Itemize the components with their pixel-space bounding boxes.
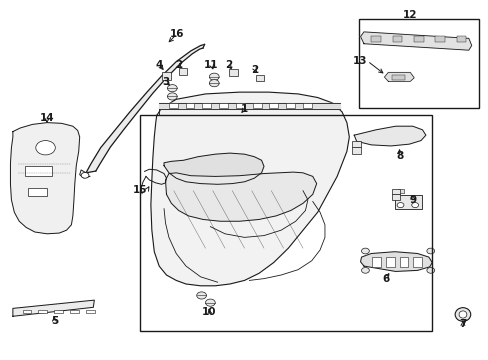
- Bar: [392, 36, 402, 42]
- Bar: [39, 310, 47, 314]
- Bar: [351, 147, 360, 154]
- Text: 8: 8: [395, 150, 403, 161]
- Bar: [370, 36, 380, 42]
- Circle shape: [396, 203, 403, 208]
- Circle shape: [167, 93, 177, 100]
- Circle shape: [167, 85, 177, 92]
- Text: 11: 11: [203, 59, 218, 69]
- Circle shape: [411, 203, 418, 208]
- Bar: [236, 103, 244, 108]
- Polygon shape: [384, 72, 413, 81]
- Bar: [86, 310, 95, 314]
- Text: 7: 7: [458, 319, 466, 329]
- Bar: [202, 103, 211, 108]
- Text: 14: 14: [40, 113, 54, 123]
- Circle shape: [209, 73, 219, 80]
- Bar: [351, 141, 360, 147]
- Bar: [399, 257, 407, 267]
- Bar: [252, 103, 261, 108]
- Circle shape: [209, 80, 219, 87]
- Polygon shape: [10, 123, 80, 234]
- Text: 2: 2: [225, 60, 232, 70]
- Text: 5: 5: [51, 316, 58, 325]
- Circle shape: [426, 248, 434, 254]
- Circle shape: [81, 172, 89, 178]
- Bar: [269, 103, 278, 108]
- Bar: [391, 75, 405, 80]
- Bar: [185, 103, 194, 108]
- Polygon shape: [151, 92, 348, 286]
- Bar: [358, 19, 478, 108]
- Bar: [391, 194, 399, 200]
- Ellipse shape: [454, 308, 470, 321]
- Text: 4: 4: [155, 59, 163, 69]
- Text: 6: 6: [382, 274, 389, 284]
- Circle shape: [205, 299, 215, 306]
- Text: 15: 15: [132, 185, 147, 195]
- Bar: [25, 166, 52, 176]
- Text: 1: 1: [241, 104, 247, 114]
- Bar: [178, 68, 187, 75]
- Text: 3: 3: [162, 77, 169, 87]
- Polygon shape: [165, 172, 316, 221]
- Polygon shape: [360, 252, 431, 271]
- Bar: [412, 257, 421, 267]
- Bar: [219, 103, 227, 108]
- Bar: [140, 116, 431, 330]
- Circle shape: [426, 267, 434, 273]
- Bar: [54, 310, 63, 314]
- Text: 9: 9: [408, 195, 415, 205]
- Bar: [391, 189, 399, 194]
- Bar: [434, 36, 444, 42]
- Text: 12: 12: [402, 10, 417, 20]
- Circle shape: [196, 292, 206, 299]
- Polygon shape: [159, 103, 339, 109]
- Text: 13: 13: [352, 56, 366, 66]
- Bar: [394, 195, 421, 209]
- Text: 2: 2: [251, 64, 258, 75]
- Bar: [397, 189, 403, 193]
- Circle shape: [36, 140, 55, 155]
- Polygon shape: [13, 300, 94, 316]
- Ellipse shape: [458, 311, 466, 318]
- Bar: [385, 257, 394, 267]
- Bar: [168, 103, 177, 108]
- Text: 10: 10: [202, 307, 216, 317]
- Bar: [228, 69, 237, 76]
- Circle shape: [361, 267, 368, 273]
- Bar: [27, 188, 47, 196]
- Circle shape: [361, 248, 368, 254]
- Bar: [413, 36, 423, 42]
- Text: 16: 16: [170, 29, 184, 39]
- Bar: [285, 103, 294, 108]
- Bar: [303, 103, 311, 108]
- Bar: [371, 257, 380, 267]
- Polygon shape: [86, 44, 204, 173]
- Text: 2: 2: [175, 60, 182, 70]
- Polygon shape: [163, 153, 264, 184]
- Bar: [255, 75, 264, 81]
- Polygon shape: [360, 32, 471, 50]
- Bar: [456, 36, 466, 42]
- Bar: [161, 72, 171, 80]
- Polygon shape: [353, 126, 425, 146]
- Bar: [70, 310, 79, 314]
- Bar: [22, 310, 31, 314]
